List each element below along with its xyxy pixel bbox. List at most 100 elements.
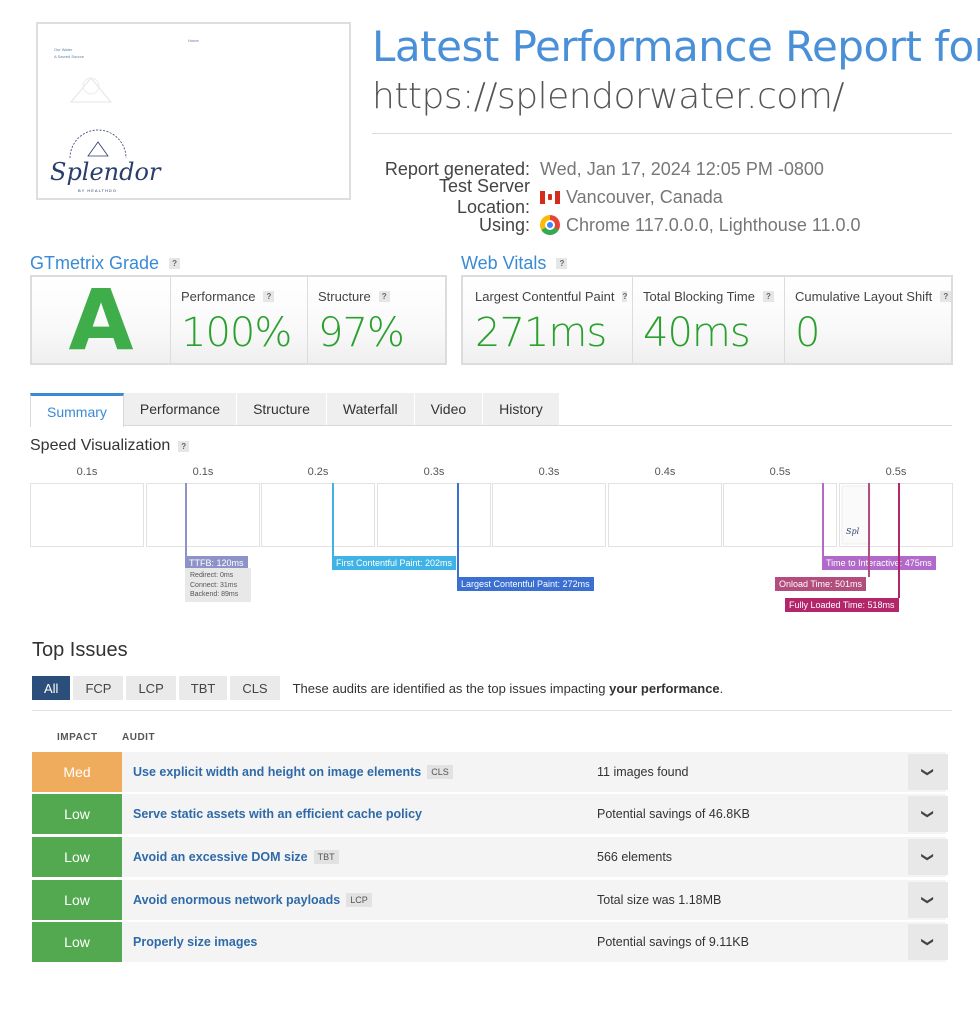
web-vitals-panel: Largest Contentful Paint ? 271ms Total B… bbox=[461, 275, 953, 365]
timeline-tick: 0.5s bbox=[769, 466, 791, 478]
speed-visualization-title-text: Speed Visualization bbox=[30, 437, 171, 454]
onload-label[interactable]: Onload Time: 501ms bbox=[775, 577, 867, 591]
tbt-cell: Total Blocking Time ? 40ms bbox=[632, 277, 784, 363]
tab-structure[interactable]: Structure bbox=[237, 393, 327, 425]
audit-finding: 566 elements bbox=[597, 850, 673, 864]
help-icon[interactable]: ? bbox=[263, 291, 275, 302]
filter-lcp[interactable]: LCP bbox=[126, 676, 176, 700]
issue-row[interactable]: Low Properly size images Potential savin… bbox=[32, 922, 948, 962]
audit-title[interactable]: Avoid an excessive DOM size bbox=[133, 850, 308, 864]
filter-all[interactable]: All bbox=[32, 676, 71, 700]
gtmetrix-grade-title-text: GTmetrix Grade bbox=[30, 253, 160, 273]
help-icon[interactable]: ? bbox=[622, 291, 628, 302]
column-header-impact: IMPACT bbox=[57, 732, 98, 743]
help-icon[interactable]: ? bbox=[169, 258, 181, 269]
filmstrip-frame[interactable] bbox=[30, 483, 144, 547]
speed-visualization-title: Speed Visualization ? bbox=[30, 437, 190, 455]
timeline-tick: 0.2s bbox=[307, 466, 329, 478]
impact-badge: Low bbox=[32, 837, 122, 877]
help-icon[interactable]: ? bbox=[940, 291, 952, 302]
audit-finding: Potential savings of 9.11KB bbox=[597, 935, 749, 949]
tti-label[interactable]: Time to Interactive: 475ms bbox=[822, 556, 936, 570]
audit-title[interactable]: Use explicit width and height on image e… bbox=[133, 765, 422, 779]
tab-video[interactable]: Video bbox=[414, 393, 484, 425]
audit-title[interactable]: Properly size images bbox=[133, 935, 258, 949]
structure-cell: Structure ? 97% bbox=[307, 277, 445, 363]
filmstrip-frame-loaded[interactable]: Spl bbox=[839, 483, 953, 547]
ttfb-redirect: Redirect: 0ms bbox=[190, 572, 234, 579]
tab-history[interactable]: History bbox=[483, 393, 560, 425]
impact-badge: Low bbox=[32, 880, 122, 920]
using-label: Using: bbox=[478, 214, 530, 235]
splendor-logo-icon bbox=[69, 129, 127, 159]
lcp-cell: Largest Contentful Paint ? 271ms bbox=[463, 277, 632, 363]
help-icon[interactable]: ? bbox=[556, 258, 568, 269]
issue-row[interactable]: Low Avoid an excessive DOM size TBT 566 e… bbox=[32, 837, 948, 877]
audit-title[interactable]: Serve static assets with an efficient ca… bbox=[133, 807, 423, 821]
filmstrip-frame[interactable] bbox=[146, 483, 260, 547]
audit-finding: Total size was 1.18MB bbox=[597, 893, 722, 907]
structure-label: Structure bbox=[318, 289, 371, 304]
thumbnail-logo-text: Splendor bbox=[50, 158, 161, 186]
report-url[interactable]: https://splendorwater.com/ bbox=[372, 76, 845, 117]
thumbnail-nav-text: Home bbox=[188, 38, 199, 43]
timeline-tick: 0.3s bbox=[423, 466, 445, 478]
issue-row[interactable]: Low Avoid enormous network payloads LCP T… bbox=[32, 880, 948, 920]
report-title: Latest Performance Report for: bbox=[372, 22, 980, 71]
chevron-down-icon[interactable]: ❯ bbox=[908, 754, 948, 790]
issues-note-bold: your performance bbox=[609, 680, 720, 696]
chevron-down-icon[interactable]: ❯ bbox=[908, 924, 948, 960]
report-tabs: Summary Performance Structure Waterfall … bbox=[30, 393, 952, 427]
structure-value: 97% bbox=[318, 310, 405, 356]
ttfb-backend: Backend: 89ms bbox=[190, 591, 239, 598]
audit-finding: 11 images found bbox=[597, 765, 689, 779]
issue-row[interactable]: Low Serve static assets with an efficien… bbox=[32, 794, 948, 834]
using-value: Chrome 117.0.0.0, Lighthouse 11.0.0 bbox=[566, 214, 861, 235]
filmstrip-frame[interactable] bbox=[261, 483, 375, 547]
filmstrip-frame[interactable] bbox=[492, 483, 606, 547]
header-divider bbox=[372, 133, 952, 134]
lcp-label[interactable]: Largest Contentful Paint: 272ms bbox=[457, 577, 594, 591]
gtmetrix-grade-title: GTmetrix Grade ? bbox=[30, 253, 181, 274]
column-header-audit: AUDIT bbox=[122, 732, 156, 743]
chevron-down-icon[interactable]: ❯ bbox=[908, 796, 948, 832]
tti-marker bbox=[822, 483, 824, 556]
svg-text:Spl: Spl bbox=[846, 527, 860, 536]
ttfb-label[interactable]: TTFB: 120ms bbox=[185, 556, 248, 570]
filter-cls[interactable]: CLS bbox=[230, 676, 280, 700]
filter-fcp[interactable]: FCP bbox=[73, 676, 124, 700]
chevron-down-icon[interactable]: ❯ bbox=[908, 882, 948, 918]
filmstrip-frame[interactable] bbox=[377, 483, 491, 547]
timeline-tick: 0.1s bbox=[76, 466, 98, 478]
thumbnail-nav-left-2: A Sacred Source bbox=[54, 54, 85, 59]
tab-summary[interactable]: Summary bbox=[30, 393, 124, 427]
performance-value: 100% bbox=[181, 310, 292, 356]
ttfb-marker bbox=[185, 483, 187, 568]
tab-performance[interactable]: Performance bbox=[123, 393, 238, 425]
thumbnail-nav-left-1: Our Water bbox=[54, 47, 73, 52]
help-icon[interactable]: ? bbox=[378, 291, 390, 302]
filter-tbt[interactable]: TBT bbox=[178, 676, 228, 700]
issue-row[interactable]: Med Use explicit width and height on ima… bbox=[32, 752, 948, 792]
page-screenshot-thumbnail[interactable]: Home Our Water A Sacred Source Splendor … bbox=[36, 22, 351, 200]
timeline-tick: 0.3s bbox=[538, 466, 560, 478]
audit-title[interactable]: Avoid enormous network payloads bbox=[133, 893, 341, 907]
filmstrip-frame[interactable] bbox=[608, 483, 722, 547]
tab-waterfall[interactable]: Waterfall bbox=[326, 393, 415, 425]
impact-badge: Low bbox=[32, 794, 122, 834]
test-server-location-label: Test Server Location: bbox=[438, 176, 530, 217]
filmstrip-frame[interactable] bbox=[723, 483, 837, 547]
issues-note: These audits are identified as the top i… bbox=[293, 681, 724, 696]
audit-tag: TBT bbox=[313, 850, 339, 864]
impact-badge: Low bbox=[32, 922, 122, 962]
audit-tag: CLS bbox=[427, 765, 453, 779]
thumbnail-logo-subtext: BY HEALTHDO bbox=[78, 188, 117, 193]
chevron-down-icon[interactable]: ❯ bbox=[908, 839, 948, 875]
fully-loaded-label[interactable]: Fully Loaded Time: 518ms bbox=[785, 598, 899, 612]
fcp-marker bbox=[332, 483, 334, 556]
ttfb-details: Redirect: 0ms Connect: 31ms Backend: 89m… bbox=[185, 568, 251, 602]
help-icon[interactable]: ? bbox=[178, 440, 190, 452]
help-icon[interactable]: ? bbox=[763, 291, 774, 302]
fcp-label[interactable]: First Contentful Paint: 202ms bbox=[332, 556, 457, 570]
report-meta: Report generated: Wed, Jan 17, 2024 12:0… bbox=[372, 155, 952, 239]
